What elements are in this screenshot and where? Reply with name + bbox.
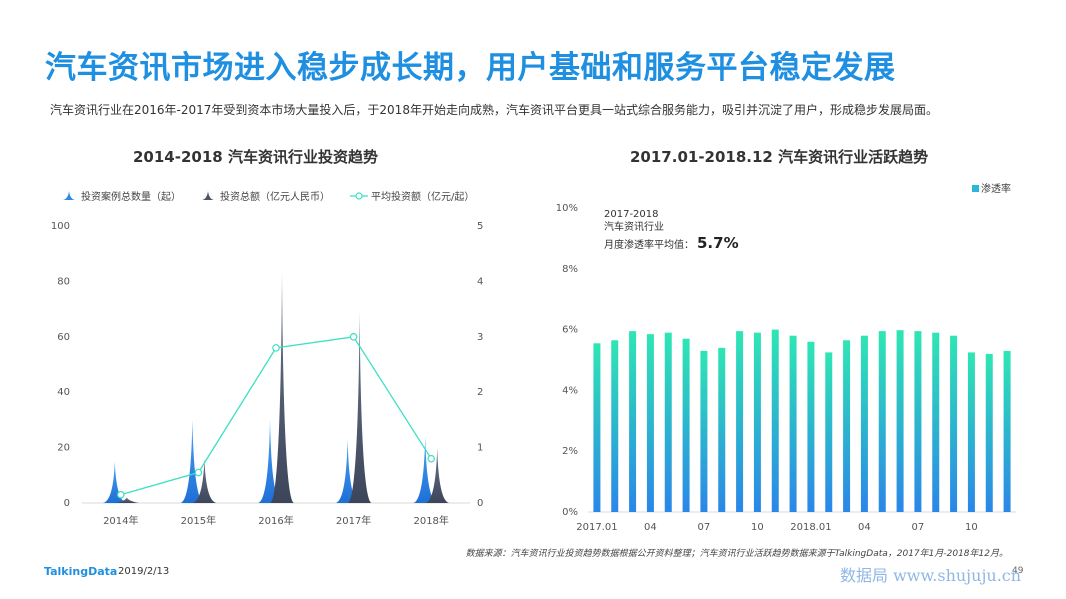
rate-x-tick: 07 bbox=[912, 522, 925, 533]
rate-bar-13 bbox=[825, 352, 833, 512]
left-y-tick: 60 bbox=[57, 332, 70, 343]
avg-investment-point-2 bbox=[272, 344, 280, 352]
rate-bar-14 bbox=[843, 340, 851, 512]
brand-logo: TalkingData bbox=[44, 565, 118, 578]
legend-label-0: 投资案例总数量（起） bbox=[81, 190, 181, 203]
rate-bar-15 bbox=[860, 335, 868, 512]
avg-investment-point-3 bbox=[349, 332, 358, 341]
peak-amount-3 bbox=[347, 311, 372, 503]
avg-investment-point-4 bbox=[427, 454, 436, 463]
annotation-line2: 汽车资讯行业 bbox=[604, 220, 664, 233]
legend-swatch-marker bbox=[355, 192, 363, 200]
rate-bar-3 bbox=[646, 334, 654, 512]
rate-bar-23 bbox=[1003, 350, 1011, 512]
legend-swatch-0 bbox=[63, 191, 75, 200]
peak-amount-1 bbox=[192, 458, 217, 503]
peak-count-3 bbox=[335, 439, 360, 503]
avg-investment-point-1 bbox=[194, 468, 203, 477]
annotation-value: 5.7% bbox=[697, 234, 739, 252]
rate-bar-19 bbox=[932, 332, 940, 512]
peak-amount-0 bbox=[114, 497, 139, 503]
rate-y-tick: 8% bbox=[562, 264, 578, 275]
rate-bar-6 bbox=[700, 350, 708, 512]
legend-swatch-1 bbox=[202, 191, 214, 200]
right-y-tick: 3 bbox=[477, 332, 483, 343]
x-tick-label: 2016年 bbox=[258, 514, 293, 527]
rate-bar-12 bbox=[807, 341, 815, 512]
rate-bar-2 bbox=[629, 331, 637, 512]
right-y-tick: 1 bbox=[477, 443, 483, 454]
rate-bar-8 bbox=[736, 331, 744, 512]
legend-label-1: 投资总额（亿元人民币） bbox=[220, 190, 330, 203]
rate-x-tick: 04 bbox=[858, 522, 871, 533]
peak-count-2 bbox=[258, 419, 282, 503]
left-chart-title: 2014-2018 汽车资讯行业投资趋势 bbox=[133, 148, 378, 166]
rate-bar-10 bbox=[771, 329, 779, 512]
right-y-tick: 0 bbox=[477, 498, 483, 509]
x-tick-label: 2015年 bbox=[181, 514, 216, 527]
data-source-note: 数据来源：汽车资讯行业投资趋势数据根据公开资料整理；汽车资讯行业活跃趋势数据来源… bbox=[465, 549, 1008, 559]
rate-bar-1 bbox=[611, 340, 619, 512]
rate-bar-0 bbox=[593, 343, 601, 512]
peak-amount-2 bbox=[270, 273, 294, 503]
report-date: 2019/2/13 bbox=[118, 566, 170, 577]
rate-bar-11 bbox=[789, 335, 797, 512]
right-y-tick: 4 bbox=[477, 276, 483, 287]
rate-x-tick: 2017.01 bbox=[576, 522, 617, 533]
avg-investment-point-0 bbox=[117, 490, 125, 499]
rate-bar-22 bbox=[985, 353, 993, 512]
left-y-tick: 100 bbox=[51, 221, 70, 232]
rate-x-tick: 10 bbox=[751, 522, 764, 533]
rate-bar-9 bbox=[753, 332, 761, 512]
peak-count-4 bbox=[413, 436, 438, 503]
x-tick-label: 2017年 bbox=[336, 514, 371, 527]
peak-count-0 bbox=[102, 461, 127, 503]
avg-investment-line bbox=[120, 336, 432, 496]
rate-bar-21 bbox=[967, 352, 975, 512]
rate-y-tick: 10% bbox=[556, 203, 578, 214]
rate-y-tick: 2% bbox=[562, 446, 578, 457]
rate-bar-18 bbox=[914, 331, 922, 512]
rate-x-tick: 2018.01 bbox=[790, 522, 831, 533]
rate-y-tick: 6% bbox=[562, 325, 578, 336]
rate-bar-16 bbox=[878, 331, 886, 512]
rate-bar-4 bbox=[664, 332, 672, 512]
rate-bar-17 bbox=[896, 330, 904, 512]
rate-x-tick: 04 bbox=[644, 522, 657, 533]
rate-x-tick: 07 bbox=[698, 522, 711, 533]
rate-x-tick: 10 bbox=[965, 522, 978, 533]
penetration-trend-chart: 渗透率 0% 2% 4% 6% 8% 10% 2017.01 04 07 10 2018.01 04 07… bbox=[556, 182, 1016, 533]
investment-trend-chart: 投资案例总数量（起） 投资总额（亿元人民币） 平均投资额（亿元/起）02040608… bbox=[51, 190, 483, 527]
left-y-tick: 80 bbox=[57, 276, 70, 287]
left-y-tick: 20 bbox=[57, 443, 70, 454]
legend-label-2: 平均投资额（亿元/起） bbox=[371, 190, 474, 203]
annotation-line3: 月度渗透率平均值： bbox=[604, 238, 694, 251]
peak-amount-4 bbox=[425, 447, 450, 503]
x-tick-label: 2018年 bbox=[413, 514, 448, 527]
rate-bar-5 bbox=[682, 338, 690, 512]
legend-label-rate: 渗透率 bbox=[981, 182, 1011, 195]
right-y-tick: 2 bbox=[477, 387, 483, 398]
rate-bar-20 bbox=[950, 335, 958, 512]
x-tick-label: 2014年 bbox=[103, 514, 138, 527]
annotation-line1: 2017-2018 bbox=[604, 209, 659, 220]
rate-y-tick: 0% bbox=[562, 507, 578, 518]
page-title: 汽车资讯市场进入稳步成长期，用户基础和服务平台稳定发展 bbox=[45, 50, 896, 86]
right-chart-title: 2017.01-2018.12 汽车资讯行业活跃趋势 bbox=[630, 148, 929, 166]
left-y-tick: 40 bbox=[57, 387, 70, 398]
peak-count-1 bbox=[180, 419, 205, 503]
rate-bar-7 bbox=[718, 347, 726, 512]
left-y-tick: 0 bbox=[64, 498, 70, 509]
right-y-tick: 5 bbox=[477, 221, 483, 232]
page-number: 49 bbox=[1012, 566, 1024, 576]
rate-y-tick: 4% bbox=[562, 385, 578, 396]
legend-swatch-rate bbox=[972, 185, 979, 192]
watermark: 数据局 www.shujuju.cn bbox=[840, 566, 1022, 585]
page-subtitle: 汽车资讯行业在2016年-2017年受到资本市场大量投入后，于2018年开始走向… bbox=[50, 103, 938, 117]
